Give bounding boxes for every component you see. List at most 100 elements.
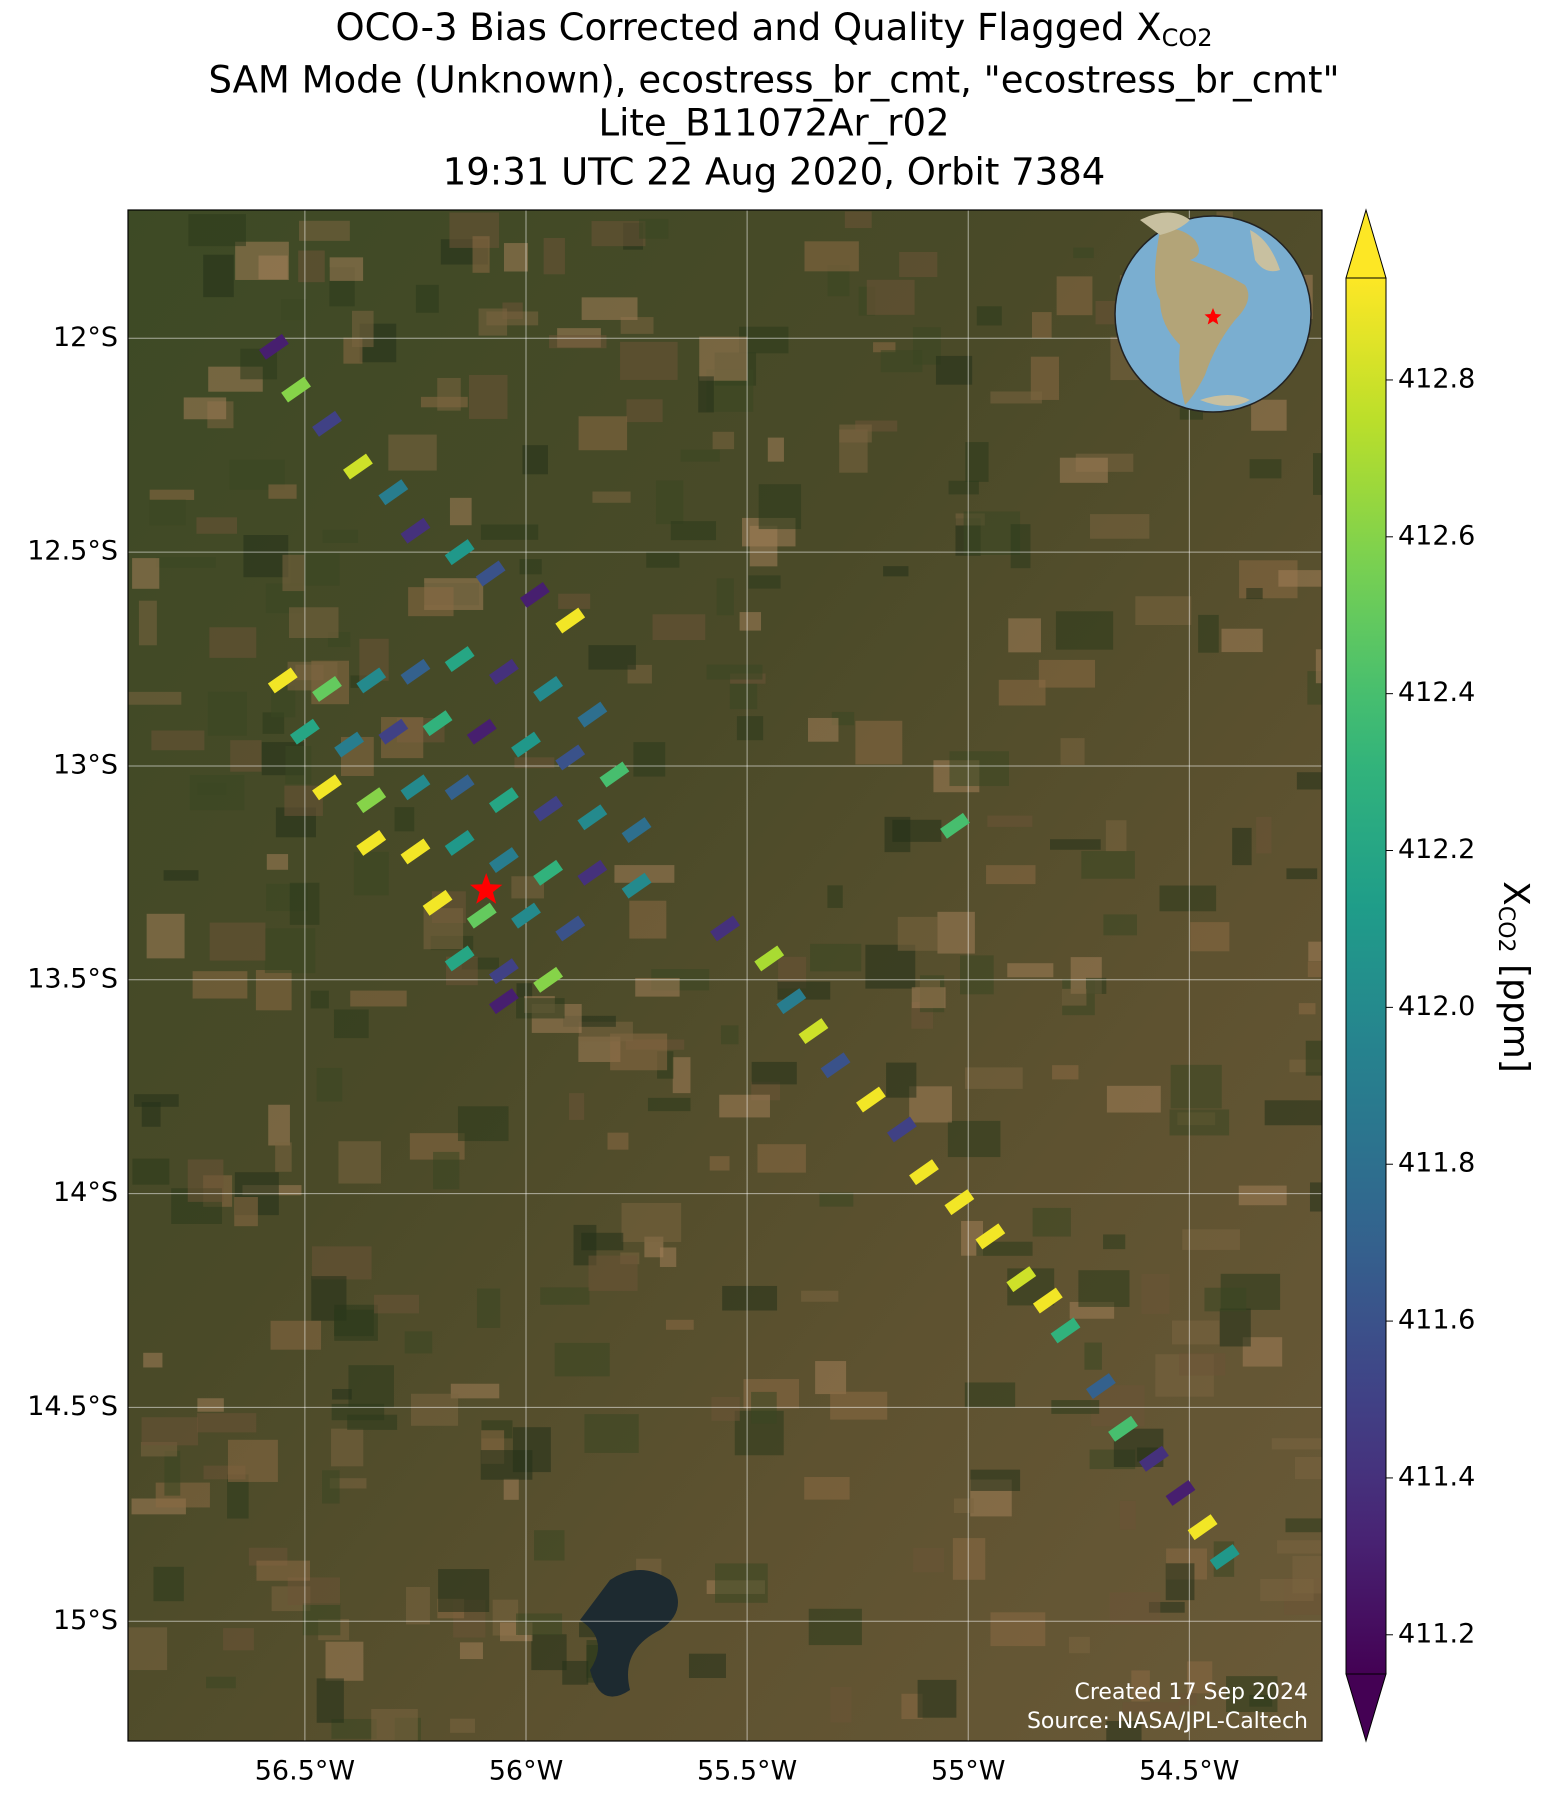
land-patch — [633, 742, 666, 777]
land-patch — [919, 980, 941, 1008]
land-patch — [522, 445, 548, 475]
land-patch — [810, 943, 862, 972]
land-patch — [203, 254, 234, 298]
land-patch — [1294, 1456, 1322, 1480]
sounding — [334, 731, 365, 758]
land-patch — [1309, 1182, 1322, 1212]
land-patch — [947, 1120, 1001, 1158]
chart-title: OCO-3 Bias Corrected and Quality Flagged… — [335, 6, 1212, 53]
land-patch — [128, 1627, 168, 1671]
land-patch — [243, 535, 289, 578]
sounding — [422, 710, 453, 737]
land-patch — [450, 1718, 475, 1733]
land-patch — [149, 499, 186, 526]
land-patch — [197, 1398, 224, 1412]
land-patch — [748, 575, 781, 589]
land-patch — [1008, 618, 1041, 653]
globe-star — [1204, 308, 1222, 325]
land-patch — [715, 1563, 768, 1603]
land-patch — [549, 335, 607, 349]
land-patch — [1084, 1342, 1102, 1370]
land-patch — [1031, 312, 1052, 338]
land-patch — [688, 1653, 726, 1679]
land-patch — [155, 557, 216, 568]
sounding — [259, 333, 289, 360]
land-patch — [234, 1196, 258, 1227]
land-patch — [655, 480, 684, 525]
sounding — [356, 667, 387, 694]
land-patch — [141, 1102, 161, 1127]
land-patch — [808, 717, 839, 742]
sounding — [533, 676, 564, 702]
land-patch — [275, 1142, 292, 1172]
land-patch — [312, 1246, 372, 1280]
land-patch — [415, 284, 439, 313]
land-patch — [1056, 276, 1093, 316]
land-patch — [1292, 1556, 1322, 1594]
land-patch — [1190, 922, 1230, 952]
land-patch — [478, 308, 508, 336]
land-patch — [1078, 1270, 1130, 1307]
land-patch — [808, 1608, 862, 1646]
land-patch — [298, 220, 350, 241]
land-patch — [672, 1057, 691, 1094]
land-patch — [516, 1613, 563, 1635]
land-patch — [620, 317, 654, 334]
sounding — [488, 847, 519, 873]
land-patch — [316, 1067, 343, 1102]
sounding — [444, 774, 475, 801]
colorbar-tick-label: 412.6 — [1398, 520, 1475, 551]
y-tick-label: 12.5°S — [27, 536, 118, 567]
land-patch — [153, 1566, 184, 1602]
land-patch — [1232, 827, 1252, 866]
land-patch — [815, 1361, 847, 1395]
land-patch — [749, 525, 778, 567]
land-patch — [1204, 1287, 1247, 1312]
land-patch — [1090, 514, 1150, 539]
land-patch — [408, 587, 454, 617]
sounding — [1085, 1373, 1116, 1399]
land-patch — [227, 1474, 249, 1519]
land-patch — [563, 1015, 616, 1027]
sounding — [422, 889, 453, 916]
land-patch — [331, 1428, 364, 1467]
land-patch — [1007, 963, 1054, 978]
land-patch — [554, 1342, 610, 1377]
land-patch — [516, 998, 565, 1019]
sounding — [488, 658, 519, 685]
land-patch — [411, 1393, 459, 1426]
sounding — [488, 958, 519, 985]
land-patch — [322, 1470, 340, 1504]
land-patch — [255, 970, 292, 1011]
land-patch — [569, 1093, 585, 1120]
globe-inset — [1114, 212, 1312, 413]
land-patch — [883, 566, 909, 577]
land-patch — [353, 851, 389, 896]
land-patch — [1122, 1702, 1180, 1714]
land-patch — [1052, 1065, 1079, 1080]
land-patch — [1085, 977, 1107, 994]
land-patch — [1061, 988, 1087, 1006]
land-patch — [164, 1450, 181, 1496]
land-patch — [197, 1413, 257, 1433]
land-patch — [332, 1388, 352, 1400]
land-patch — [206, 1676, 236, 1689]
land-patch — [461, 957, 500, 970]
chart-title: SAM Mode (Unknown), ecostress_br_cmt, "e… — [208, 59, 1339, 102]
land-patch — [1081, 851, 1135, 879]
land-patch — [1308, 941, 1322, 962]
reservoir — [580, 1570, 678, 1697]
land-patch — [680, 449, 720, 462]
land-patch — [459, 1642, 483, 1660]
land-patch — [1148, 1601, 1185, 1613]
land-patch — [1171, 1320, 1220, 1345]
sounding — [940, 812, 970, 839]
land-patch — [963, 511, 1021, 555]
sounding — [555, 607, 586, 634]
sounding — [400, 838, 431, 865]
y-tick-label: 13.5°S — [27, 963, 118, 994]
sounding — [1165, 1480, 1196, 1506]
land-patch — [629, 900, 667, 939]
land-patch — [1032, 1207, 1071, 1237]
land-patch — [976, 1241, 1033, 1256]
